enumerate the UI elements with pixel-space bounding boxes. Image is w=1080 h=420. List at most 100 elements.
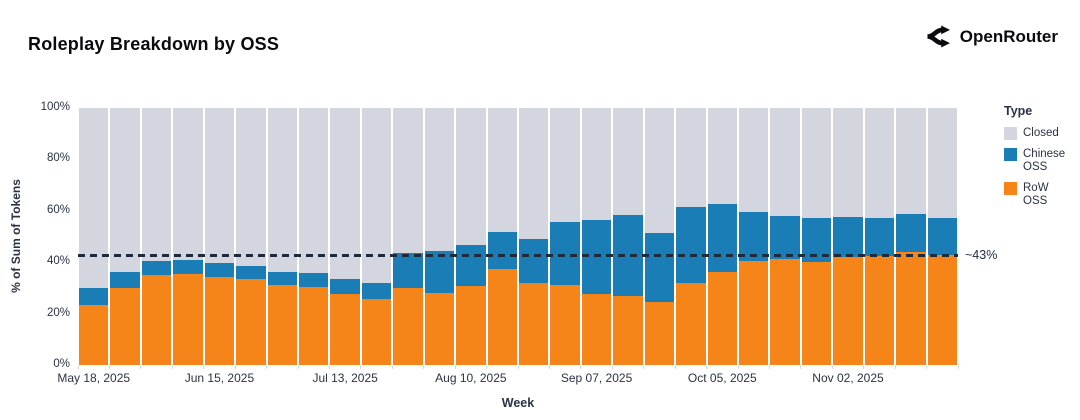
segment-row-oss[interactable] bbox=[330, 294, 360, 365]
segment-closed[interactable] bbox=[896, 108, 926, 215]
segment-chinese-oss[interactable] bbox=[110, 271, 140, 288]
segment-row-oss[interactable] bbox=[613, 295, 643, 365]
segment-closed[interactable] bbox=[456, 108, 486, 245]
segment-closed[interactable] bbox=[770, 108, 800, 216]
segment-closed[interactable] bbox=[236, 108, 266, 267]
x-axis-ticks bbox=[77, 365, 959, 370]
segment-row-oss[interactable] bbox=[393, 288, 423, 365]
segment-chinese-oss[interactable] bbox=[487, 231, 517, 270]
segment-closed[interactable] bbox=[550, 108, 580, 222]
segment-chinese-oss[interactable] bbox=[613, 214, 643, 296]
segment-row-oss[interactable] bbox=[581, 294, 612, 365]
segment-row-oss[interactable] bbox=[141, 275, 172, 365]
y-axis-tick-labels: 0% 20% 40% 60% 80% 100% bbox=[0, 101, 70, 370]
segment-closed[interactable] bbox=[299, 108, 329, 273]
segment-row-oss[interactable] bbox=[173, 274, 203, 365]
segment-chinese-oss[interactable] bbox=[361, 282, 392, 300]
segment-chinese-oss[interactable] bbox=[456, 245, 486, 287]
y-tick-label-80: 80% bbox=[46, 152, 70, 165]
segment-row-oss[interactable] bbox=[833, 256, 863, 365]
segment-row-oss[interactable] bbox=[236, 279, 266, 365]
bar-jul-06-2025 bbox=[299, 108, 329, 365]
segment-chinese-oss[interactable] bbox=[79, 287, 109, 306]
segment-closed[interactable] bbox=[110, 108, 140, 272]
segment-chinese-oss[interactable] bbox=[424, 250, 455, 293]
segment-chinese-oss[interactable] bbox=[299, 272, 329, 287]
x-tick bbox=[171, 365, 173, 369]
legend: Type Closed Chinese OSS RoW OSS bbox=[1004, 104, 1072, 216]
segment-chinese-oss[interactable] bbox=[833, 216, 863, 257]
segment-row-oss[interactable] bbox=[896, 252, 926, 365]
segment-closed[interactable] bbox=[864, 108, 895, 219]
segment-row-oss[interactable] bbox=[267, 285, 297, 365]
segment-row-oss[interactable] bbox=[770, 259, 800, 365]
segment-chinese-oss[interactable] bbox=[896, 214, 926, 253]
segment-row-oss[interactable] bbox=[676, 283, 706, 365]
legend-swatch-icon bbox=[1004, 127, 1017, 140]
bar-aug-03-2025 bbox=[424, 108, 455, 365]
x-tick-label-sep-07-2025: Sep 07, 2025 bbox=[560, 371, 633, 385]
segment-chinese-oss[interactable] bbox=[770, 215, 800, 260]
segment-row-oss[interactable] bbox=[456, 286, 486, 365]
legend-title: Type bbox=[1004, 104, 1033, 118]
segment-row-oss[interactable] bbox=[927, 255, 957, 365]
segment-chinese-oss[interactable] bbox=[173, 259, 203, 275]
segment-chinese-oss[interactable] bbox=[204, 263, 235, 278]
segment-closed[interactable] bbox=[833, 108, 863, 217]
segment-chinese-oss[interactable] bbox=[330, 279, 360, 295]
segment-closed[interactable] bbox=[361, 108, 392, 283]
segment-chinese-oss[interactable] bbox=[676, 206, 706, 284]
segment-chinese-oss[interactable] bbox=[581, 220, 612, 295]
segment-row-oss[interactable] bbox=[707, 271, 737, 365]
segment-chinese-oss[interactable] bbox=[739, 212, 769, 261]
segment-closed[interactable] bbox=[487, 108, 517, 232]
segment-closed[interactable] bbox=[141, 108, 172, 261]
segment-closed[interactable] bbox=[739, 108, 769, 213]
segment-row-oss[interactable] bbox=[644, 301, 675, 365]
segment-chinese-oss[interactable] bbox=[267, 271, 297, 286]
x-tick bbox=[926, 365, 928, 369]
segment-chinese-oss[interactable] bbox=[707, 204, 737, 272]
segment-row-oss[interactable] bbox=[739, 260, 769, 365]
segment-chinese-oss[interactable] bbox=[927, 218, 957, 256]
segment-closed[interactable] bbox=[204, 108, 235, 264]
segment-row-oss[interactable] bbox=[79, 305, 109, 365]
segment-closed[interactable] bbox=[613, 108, 643, 215]
x-tick-label-aug-10-2025: Aug 10, 2025 bbox=[435, 371, 507, 385]
segment-chinese-oss[interactable] bbox=[801, 217, 832, 262]
segment-chinese-oss[interactable] bbox=[864, 218, 895, 257]
segment-row-oss[interactable] bbox=[204, 277, 235, 365]
segment-closed[interactable] bbox=[173, 108, 203, 260]
segment-chinese-oss[interactable] bbox=[519, 239, 549, 283]
segment-chinese-oss[interactable] bbox=[236, 266, 266, 280]
segment-row-oss[interactable] bbox=[864, 256, 895, 365]
segment-row-oss[interactable] bbox=[550, 285, 580, 365]
segment-closed[interactable] bbox=[676, 108, 706, 207]
segment-row-oss[interactable] bbox=[424, 292, 455, 365]
segment-chinese-oss[interactable] bbox=[141, 260, 172, 276]
segment-closed[interactable] bbox=[927, 108, 957, 219]
segment-row-oss[interactable] bbox=[487, 269, 517, 365]
segment-closed[interactable] bbox=[79, 108, 109, 288]
y-tick-label-60: 60% bbox=[46, 203, 70, 216]
segment-closed[interactable] bbox=[393, 108, 423, 253]
segment-chinese-oss[interactable] bbox=[393, 252, 423, 289]
segment-closed[interactable] bbox=[707, 108, 737, 205]
segment-row-oss[interactable] bbox=[361, 299, 392, 365]
segment-chinese-oss[interactable] bbox=[550, 221, 580, 286]
segment-row-oss[interactable] bbox=[299, 286, 329, 365]
segment-row-oss[interactable] bbox=[801, 261, 832, 365]
segment-closed[interactable] bbox=[581, 108, 612, 221]
x-tick bbox=[297, 365, 299, 369]
segment-closed[interactable] bbox=[424, 108, 455, 251]
segment-closed[interactable] bbox=[519, 108, 549, 240]
segment-chinese-oss[interactable] bbox=[644, 233, 675, 302]
segment-closed[interactable] bbox=[801, 108, 832, 218]
segment-row-oss[interactable] bbox=[519, 282, 549, 365]
segment-closed[interactable] bbox=[267, 108, 297, 272]
segment-closed[interactable] bbox=[644, 108, 675, 234]
segment-row-oss[interactable] bbox=[110, 287, 140, 365]
segment-closed[interactable] bbox=[330, 108, 360, 280]
bar-jun-08-2025 bbox=[173, 108, 203, 365]
legend-item-chinese-oss: Chinese OSS bbox=[1004, 147, 1072, 175]
